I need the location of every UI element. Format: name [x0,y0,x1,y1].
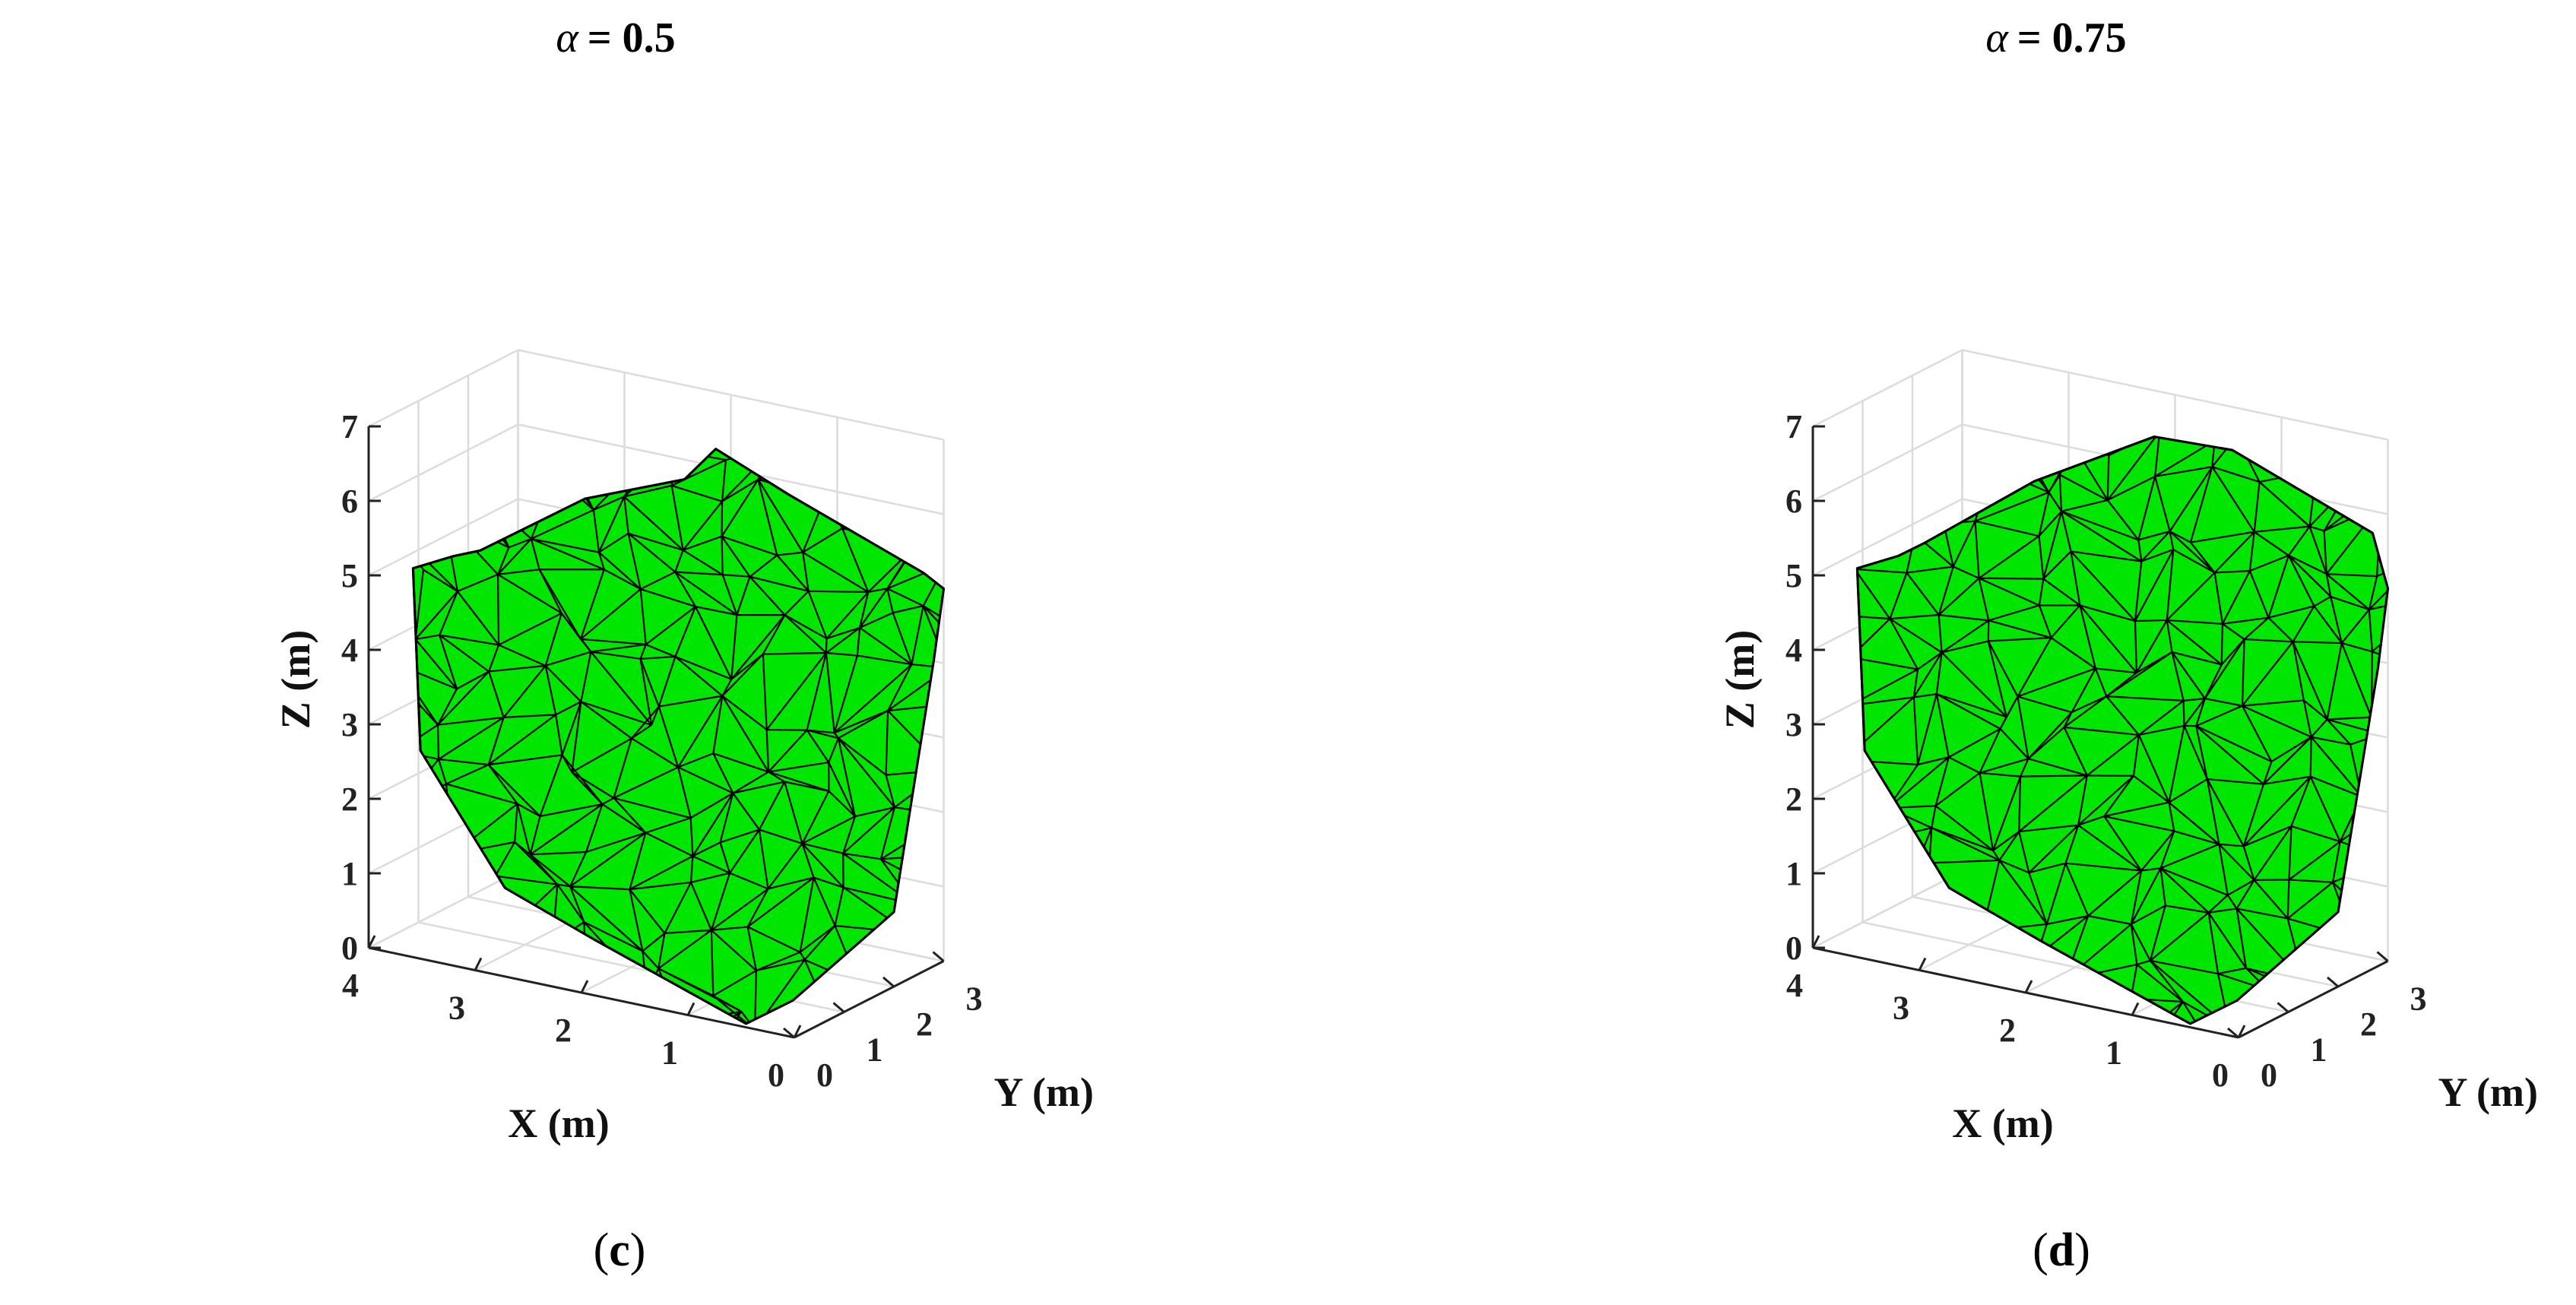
panel-label-open: ( [594,1224,610,1276]
z-tick-label: 1 [341,855,358,892]
z-tick-label: 4 [1785,632,1802,669]
x-tick-label: 1 [2105,1034,2122,1072]
x-tick-label: 0 [768,1056,784,1094]
z-tick-label: 5 [1785,557,1802,594]
y-tick-mark [2327,976,2339,988]
panel-label: (d) [2033,1224,2090,1276]
x-tick-mark [2237,1025,2246,1038]
chart-title: α = 0.75 [1985,14,2126,62]
title-value: = 0.5 [588,14,676,62]
x-tick-mark [367,935,376,949]
x-tick-mark [1918,957,1927,971]
y-tick-label: 1 [867,1031,883,1069]
z-tick-label: 1 [1785,855,1802,892]
x-tick-label: 1 [661,1034,678,1072]
y-axis-line [2238,960,2389,1039]
z-tick-label: 7 [1785,408,1802,445]
y-axis-label: Y (m) [2438,1069,2538,1115]
x-tick-label: 4 [1786,967,1803,1004]
z-tick-label: 6 [341,483,358,520]
x-tick-mark [474,957,483,971]
grid-line [1812,870,1963,949]
x-axis-label: X (m) [1952,1101,2053,1146]
z-tick-label: 7 [341,408,358,445]
z-tick-label: 0 [1785,930,1802,967]
grid-line [1812,423,1963,502]
z-tick-label: 2 [341,781,358,818]
grid-line [368,870,519,949]
y-tick-label: 3 [2410,980,2427,1018]
z-tick-label: 0 [341,930,358,967]
title-symbol: α [556,14,579,62]
z-tick-label: 3 [341,706,358,743]
hull-outline [1855,436,2389,1025]
hull-outline [411,448,945,1025]
x-tick-mark [686,1002,695,1016]
x-tick-label: 2 [555,1012,572,1049]
chart-title: α = 0.5 [556,14,675,62]
grid-line [368,423,519,502]
title-value: = 0.75 [2017,14,2127,62]
z-axis-label: Z (m) [273,630,318,729]
y-tick-label: 0 [2261,1056,2277,1094]
z-tick-label: 5 [341,557,358,594]
panel-label-letter: d [2048,1224,2074,1276]
z-tick-label: 6 [1785,483,1802,520]
grid-line [368,349,519,428]
x-tick-label: 4 [342,967,359,1004]
grid-line [368,498,519,577]
z-axis-label: Z (m) [1717,630,1763,729]
y-tick-mark [783,1027,795,1039]
y-tick-mark [2376,951,2389,962]
z-tick-label: 2 [1785,781,1802,818]
y-tick-label: 1 [2311,1031,2327,1069]
y-tick-mark [882,976,895,988]
y-tick-mark [2277,1002,2289,1013]
y-tick-mark [2227,1027,2239,1039]
x-tick-label: 3 [448,990,465,1027]
x-tick-label: 2 [1999,1012,2016,1049]
z-tick-label: 3 [1785,706,1802,743]
panel-label-close: ) [630,1224,646,1276]
y-tick-label: 0 [816,1056,833,1094]
panel-label-close: ) [2074,1224,2090,1276]
grid-line [1812,349,1963,428]
x-axis-label: X (m) [508,1101,609,1146]
panel-label: (c) [594,1224,646,1276]
x-tick-mark [2024,980,2033,993]
z-tick-label: 4 [341,632,358,669]
x-tick-mark [793,1025,802,1038]
title-symbol: α [1985,14,2009,62]
panel-label-open: ( [2033,1224,2048,1276]
y-tick-mark [932,951,945,962]
x-tick-mark [2131,1002,2140,1016]
y-tick-label: 3 [966,980,983,1018]
x-tick-mark [580,980,589,993]
x-tick-label: 3 [1893,990,1909,1027]
y-axis-line [794,960,945,1039]
x-tick-mark [1811,935,1820,949]
panel-label-letter: c [609,1224,630,1276]
y-tick-mark [832,1002,845,1013]
y-tick-label: 2 [916,1006,933,1043]
x-tick-label: 0 [2212,1056,2229,1094]
y-axis-label: Y (m) [994,1069,1094,1115]
y-tick-label: 2 [2360,1006,2377,1043]
grid-line [1812,498,1963,577]
